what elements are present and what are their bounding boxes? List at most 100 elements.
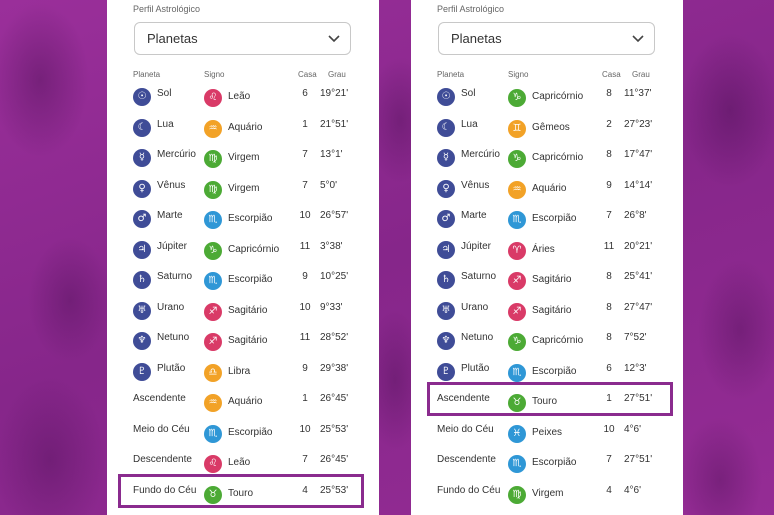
table-row[interactable]: ♅ Urano ♐ Sagitário 8 27°47' (411, 296, 683, 326)
casa-value: 7 (302, 149, 308, 160)
table-row[interactable]: ♅ Urano ♐ Sagitário 10 9°33' (107, 296, 379, 326)
sign-icon: ♒ (204, 119, 222, 138)
table-row[interactable]: Ascendente ♒ Aquário 1 26°45' (107, 387, 379, 417)
table-row[interactable]: Meio do Céu ♓ Peixes 10 4°6' (411, 418, 683, 448)
sign-name: Sagitário (532, 274, 572, 285)
sign-icon: ♐ (508, 302, 526, 321)
table-row[interactable]: Fundo do Céu ♉ Touro 4 25°53' (107, 479, 379, 509)
planet-name: Meio do Céu (133, 423, 190, 435)
planet-name: Vênus (157, 179, 186, 191)
sign-icon: ♐ (508, 272, 526, 290)
sign-name: Capricórnio (532, 152, 584, 163)
grau-value: 25°53' (320, 484, 349, 496)
table-row[interactable]: ♀ Vênus ♒ Aquário 9 14°14' (411, 174, 683, 204)
casa-value: 7 (302, 179, 308, 191)
table-row[interactable]: ☉ Sol ♌ Leão 6 19°21' (107, 82, 379, 112)
table-row[interactable]: ☉ Sol ♑ Capricórnio 8 11°37' (411, 82, 683, 112)
sign-icon: ♐ (204, 302, 222, 321)
sign-icon: ♑ (204, 241, 222, 260)
table-row[interactable]: ♃ Júpiter ♈ Áries 11 20°21' (411, 235, 683, 265)
sign-icon: ♓ (508, 424, 526, 443)
profile-dropdown[interactable]: Planetas (438, 22, 655, 55)
table-row[interactable]: ♀ Vênus ♍ Virgem 7 5°0' (107, 174, 379, 204)
table-row[interactable]: ☾ Lua ♊ Gêmeos 2 27°23' (411, 113, 683, 143)
dropdown-value: Planetas (147, 31, 198, 46)
grau-value: 19°21' (320, 88, 349, 99)
planet-icon: ♆ (437, 332, 455, 350)
table-row[interactable]: ♃ Júpiter ♑ Capricórnio 11 3°38' (107, 235, 379, 265)
planet-name: Ascendente (133, 393, 186, 404)
table-row[interactable]: ♇ Plutão ♏ Escorpião 6 12°3' (411, 357, 683, 387)
table-row[interactable]: ♄ Saturno ♏ Escorpião 9 10°25' (107, 265, 379, 295)
column-header-signo: Signo (204, 70, 225, 79)
planet-name: Saturno (157, 271, 193, 282)
casa-value: 1 (302, 118, 308, 130)
grau-value: 11°37' (624, 88, 652, 99)
table-row[interactable]: ♆ Netuno ♑ Capricórnio 8 7°52' (411, 326, 683, 356)
sign-name: Sagitário (228, 304, 268, 316)
planet-icon: ☾ (437, 118, 455, 137)
planet-name: Marte (157, 210, 183, 221)
grau-value: 14°14' (624, 179, 653, 191)
casa-value: 8 (606, 149, 612, 160)
table-row[interactable]: ☿ Mercúrio ♍ Virgem 7 13°1' (107, 143, 379, 173)
planet-name: Lua (461, 118, 478, 130)
planet-icon: ♇ (133, 362, 151, 381)
casa-value: 11 (299, 332, 311, 343)
sign-icon: ♎ (204, 363, 222, 382)
grau-value: 27°51' (624, 393, 653, 404)
table-row[interactable]: ♇ Plutão ♎ Libra 9 29°38' (107, 357, 379, 387)
planet-name: Descendente (437, 454, 496, 465)
table-row[interactable]: Descendente ♏ Escorpião 7 27°51' (411, 448, 683, 478)
sign-name: Gêmeos (532, 121, 570, 133)
planet-name: Mercúrio (461, 149, 500, 160)
planet-icon: ♂ (133, 210, 151, 228)
sign-name: Peixes (532, 426, 563, 438)
sign-name: Escorpião (228, 426, 273, 438)
casa-value: 9 (302, 271, 308, 282)
grau-value: 26°57' (320, 210, 349, 221)
table-row[interactable]: Fundo do Céu ♍ Virgem 4 4°6' (411, 479, 683, 509)
casa-value: 6 (606, 362, 612, 374)
profile-label: Perfil Astrológico (437, 4, 505, 14)
sign-name: Leão (228, 91, 251, 102)
planet-icon: ♄ (437, 271, 455, 289)
sign-name: Touro (532, 396, 558, 407)
table-row[interactable]: Meio do Céu ♏ Escorpião 10 25°53' (107, 418, 379, 448)
profile-dropdown[interactable]: Planetas (134, 22, 351, 55)
sign-name: Aquário (228, 396, 263, 407)
grau-value: 26°8' (624, 210, 647, 221)
sign-name: Touro (228, 487, 254, 499)
table-row[interactable]: ♂ Marte ♏ Escorpião 10 26°57' (107, 204, 379, 234)
sign-icon: ♐ (204, 333, 222, 351)
sign-icon: ♏ (204, 424, 222, 443)
sign-name: Sagitário (532, 304, 572, 316)
table-row[interactable]: ☾ Lua ♒ Aquário 1 21°51' (107, 113, 379, 143)
planet-name: Saturno (461, 271, 497, 282)
sign-icon: ♍ (508, 485, 526, 504)
planet-icon: ♅ (133, 301, 151, 320)
planet-icon: ☉ (437, 88, 455, 106)
casa-value: 8 (606, 332, 612, 343)
sign-name: Escorpião (532, 457, 577, 468)
sign-icon: ♉ (204, 485, 222, 504)
planet-name: Plutão (461, 362, 490, 374)
table-row[interactable]: ☿ Mercúrio ♑ Capricórnio 8 17°47' (411, 143, 683, 173)
table-row[interactable]: ♄ Saturno ♐ Sagitário 8 25°41' (411, 265, 683, 295)
dropdown-value: Planetas (451, 31, 502, 46)
sign-icon: ♏ (508, 211, 526, 229)
table-row[interactable]: ♆ Netuno ♐ Sagitário 11 28°52' (107, 326, 379, 356)
grau-value: 27°47' (624, 301, 653, 313)
grau-value: 4°6' (624, 484, 642, 496)
astro-profile-panel-right: Perfil Astrológico Planetas Planeta Sign… (411, 0, 683, 515)
table-row[interactable]: ♂ Marte ♏ Escorpião 7 26°8' (411, 204, 683, 234)
sign-icon: ♈ (508, 241, 526, 260)
grau-value: 10°25' (320, 271, 349, 282)
planet-name: Mercúrio (157, 149, 196, 160)
grau-value: 17°47' (624, 149, 653, 160)
casa-value: 1 (606, 393, 612, 404)
column-header-grau: Grau (328, 70, 346, 79)
table-row[interactable]: Descendente ♌ Leão 7 26°45' (107, 448, 379, 478)
table-row[interactable]: Ascendente ♉ Touro 1 27°51' (411, 387, 683, 417)
sign-name: Escorpião (532, 365, 577, 377)
